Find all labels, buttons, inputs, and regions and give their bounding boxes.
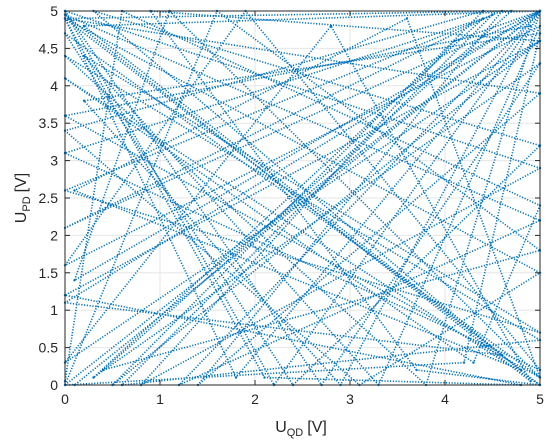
- data-point: [73, 189, 76, 192]
- y-tick-label: 4: [50, 78, 58, 94]
- y-tick-label: 1: [50, 302, 58, 318]
- y-axis-label: UPD[V]: [13, 173, 33, 223]
- data-point: [82, 99, 86, 103]
- trajectory-line: [64, 10, 541, 386]
- y-tick-label: 5: [50, 3, 58, 19]
- data-point: [82, 54, 86, 58]
- y-tick-label: 3.5: [39, 115, 59, 131]
- data-point: [529, 380, 532, 383]
- y-tick-label: 2.5: [39, 190, 59, 206]
- x-axis-label: UQD [V]: [275, 419, 327, 439]
- y-tick-label: 1.5: [39, 265, 59, 281]
- data-point: [472, 361, 475, 364]
- y-tick-label: 3: [50, 153, 58, 169]
- data-point: [405, 17, 409, 20]
- x-tick-label: 3: [346, 391, 354, 407]
- x-tick-label: 2: [251, 391, 259, 407]
- data-point: [462, 361, 466, 364]
- data-point: [481, 17, 485, 20]
- x-tick-label: 1: [156, 391, 164, 407]
- y-tick-label: 0.5: [39, 340, 59, 356]
- data-point: [263, 376, 266, 379]
- data-point: [82, 24, 86, 28]
- x-axis-ticks: 0 1 2 3 4 5: [61, 11, 544, 407]
- x-tick-label: 0: [61, 391, 69, 407]
- data-point: [415, 368, 418, 372]
- data-point: [73, 279, 76, 282]
- x-tick-label: 4: [441, 391, 449, 407]
- trajectory-line: [64, 10, 541, 386]
- data-point: [529, 24, 532, 28]
- data-point: [453, 39, 456, 43]
- y-tick-label: 4.5: [39, 40, 59, 56]
- y-axis-ticks: 0 0.5 1 1.5 2 2.5 3 3.5 4 4.5 5: [39, 3, 540, 393]
- plot-area: [63, 9, 542, 387]
- y-tick-label: 2: [50, 227, 58, 243]
- data-point: [234, 376, 238, 379]
- data-point: [92, 376, 95, 379]
- y-tick-label: 0: [50, 377, 58, 393]
- x-tick-label: 5: [536, 391, 544, 407]
